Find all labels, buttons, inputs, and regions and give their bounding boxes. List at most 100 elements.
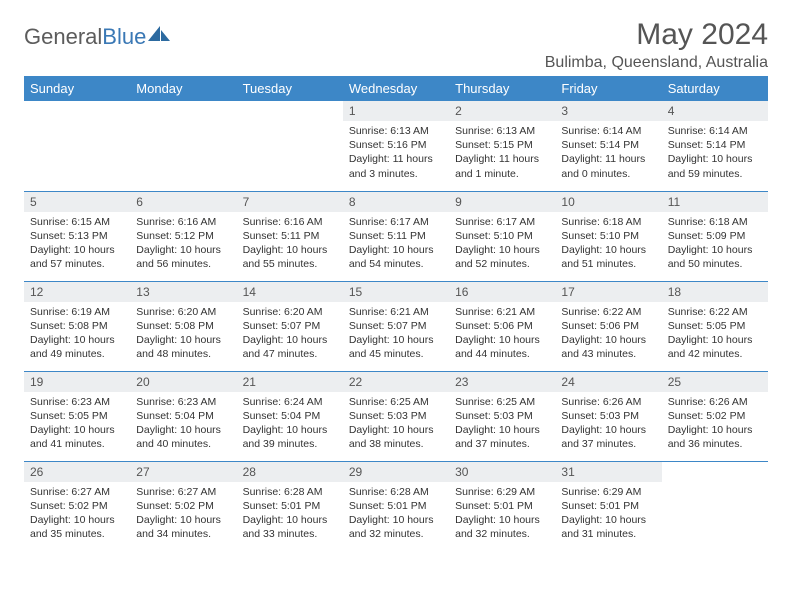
daylight-line: Daylight: 10 hours and 52 minutes. — [455, 243, 549, 271]
sunrise-line: Sunrise: 6:25 AM — [349, 395, 443, 409]
sunrise-line: Sunrise: 6:14 AM — [561, 124, 655, 138]
daylight-line: Daylight: 10 hours and 47 minutes. — [243, 333, 337, 361]
sunset-line: Sunset: 5:06 PM — [455, 319, 549, 333]
daylight-line: Daylight: 10 hours and 40 minutes. — [136, 423, 230, 451]
day-number: 6 — [130, 192, 236, 212]
day-details: Sunrise: 6:20 AMSunset: 5:07 PMDaylight:… — [237, 302, 343, 365]
sunrise-line: Sunrise: 6:29 AM — [561, 485, 655, 499]
calendar-cell: 9Sunrise: 6:17 AMSunset: 5:10 PMDaylight… — [449, 191, 555, 281]
sunset-line: Sunset: 5:12 PM — [136, 229, 230, 243]
sunrise-line: Sunrise: 6:28 AM — [349, 485, 443, 499]
sunset-line: Sunset: 5:06 PM — [561, 319, 655, 333]
day-number: 10 — [555, 192, 661, 212]
daylight-line: Daylight: 10 hours and 55 minutes. — [243, 243, 337, 271]
sunrise-line: Sunrise: 6:16 AM — [243, 215, 337, 229]
calendar-cell: 13Sunrise: 6:20 AMSunset: 5:08 PMDayligh… — [130, 281, 236, 371]
day-details: Sunrise: 6:23 AMSunset: 5:04 PMDaylight:… — [130, 392, 236, 455]
sunset-line: Sunset: 5:01 PM — [243, 499, 337, 513]
day-header: Sunday — [24, 76, 130, 101]
daylight-line: Daylight: 10 hours and 43 minutes. — [561, 333, 655, 361]
calendar-cell: 24Sunrise: 6:26 AMSunset: 5:03 PMDayligh… — [555, 371, 661, 461]
day-details: Sunrise: 6:17 AMSunset: 5:11 PMDaylight:… — [343, 212, 449, 275]
calendar-cell — [130, 101, 236, 191]
sunset-line: Sunset: 5:04 PM — [136, 409, 230, 423]
sunrise-line: Sunrise: 6:19 AM — [30, 305, 124, 319]
day-details: Sunrise: 6:13 AMSunset: 5:15 PMDaylight:… — [449, 121, 555, 184]
calendar-week-row: 12Sunrise: 6:19 AMSunset: 5:08 PMDayligh… — [24, 281, 768, 371]
daylight-line: Daylight: 11 hours and 1 minute. — [455, 152, 549, 180]
sunset-line: Sunset: 5:08 PM — [136, 319, 230, 333]
calendar-cell: 17Sunrise: 6:22 AMSunset: 5:06 PMDayligh… — [555, 281, 661, 371]
sunrise-line: Sunrise: 6:18 AM — [561, 215, 655, 229]
daylight-line: Daylight: 10 hours and 31 minutes. — [561, 513, 655, 541]
title-block: May 2024 Bulimba, Queensland, Australia — [545, 18, 768, 72]
daylight-line: Daylight: 10 hours and 45 minutes. — [349, 333, 443, 361]
calendar-cell: 16Sunrise: 6:21 AMSunset: 5:06 PMDayligh… — [449, 281, 555, 371]
day-number: 28 — [237, 462, 343, 482]
sunset-line: Sunset: 5:01 PM — [455, 499, 549, 513]
day-details: Sunrise: 6:14 AMSunset: 5:14 PMDaylight:… — [662, 121, 768, 184]
sunset-line: Sunset: 5:10 PM — [561, 229, 655, 243]
sunrise-line: Sunrise: 6:27 AM — [30, 485, 124, 499]
sunset-line: Sunset: 5:01 PM — [561, 499, 655, 513]
calendar-cell: 14Sunrise: 6:20 AMSunset: 5:07 PMDayligh… — [237, 281, 343, 371]
day-details: Sunrise: 6:20 AMSunset: 5:08 PMDaylight:… — [130, 302, 236, 365]
sunrise-line: Sunrise: 6:13 AM — [349, 124, 443, 138]
day-header: Thursday — [449, 76, 555, 101]
calendar-cell: 2Sunrise: 6:13 AMSunset: 5:15 PMDaylight… — [449, 101, 555, 191]
calendar-cell: 1Sunrise: 6:13 AMSunset: 5:16 PMDaylight… — [343, 101, 449, 191]
day-number: 20 — [130, 372, 236, 392]
day-details: Sunrise: 6:25 AMSunset: 5:03 PMDaylight:… — [343, 392, 449, 455]
sunrise-line: Sunrise: 6:20 AM — [136, 305, 230, 319]
day-number: 5 — [24, 192, 130, 212]
sunset-line: Sunset: 5:07 PM — [349, 319, 443, 333]
sunset-line: Sunset: 5:05 PM — [668, 319, 762, 333]
day-number: 8 — [343, 192, 449, 212]
calendar-table: SundayMondayTuesdayWednesdayThursdayFrid… — [24, 76, 768, 551]
sunset-line: Sunset: 5:10 PM — [455, 229, 549, 243]
day-details: Sunrise: 6:19 AMSunset: 5:08 PMDaylight:… — [24, 302, 130, 365]
calendar-header-row: SundayMondayTuesdayWednesdayThursdayFrid… — [24, 76, 768, 101]
day-number: 26 — [24, 462, 130, 482]
day-number: 9 — [449, 192, 555, 212]
day-details: Sunrise: 6:21 AMSunset: 5:06 PMDaylight:… — [449, 302, 555, 365]
day-number: 7 — [237, 192, 343, 212]
sunrise-line: Sunrise: 6:25 AM — [455, 395, 549, 409]
calendar-cell: 28Sunrise: 6:28 AMSunset: 5:01 PMDayligh… — [237, 461, 343, 551]
day-header: Wednesday — [343, 76, 449, 101]
sunset-line: Sunset: 5:03 PM — [349, 409, 443, 423]
day-number: 13 — [130, 282, 236, 302]
daylight-line: Daylight: 10 hours and 42 minutes. — [668, 333, 762, 361]
day-number: 14 — [237, 282, 343, 302]
calendar-cell: 27Sunrise: 6:27 AMSunset: 5:02 PMDayligh… — [130, 461, 236, 551]
day-number: 11 — [662, 192, 768, 212]
day-details: Sunrise: 6:17 AMSunset: 5:10 PMDaylight:… — [449, 212, 555, 275]
calendar-cell: 5Sunrise: 6:15 AMSunset: 5:13 PMDaylight… — [24, 191, 130, 281]
day-details: Sunrise: 6:16 AMSunset: 5:11 PMDaylight:… — [237, 212, 343, 275]
sunrise-line: Sunrise: 6:28 AM — [243, 485, 337, 499]
logo-text-general: General — [24, 24, 102, 50]
sunset-line: Sunset: 5:04 PM — [243, 409, 337, 423]
daylight-line: Daylight: 10 hours and 48 minutes. — [136, 333, 230, 361]
calendar-cell: 26Sunrise: 6:27 AMSunset: 5:02 PMDayligh… — [24, 461, 130, 551]
daylight-line: Daylight: 10 hours and 44 minutes. — [455, 333, 549, 361]
calendar-week-row: 1Sunrise: 6:13 AMSunset: 5:16 PMDaylight… — [24, 101, 768, 191]
calendar-cell: 20Sunrise: 6:23 AMSunset: 5:04 PMDayligh… — [130, 371, 236, 461]
daylight-line: Daylight: 11 hours and 0 minutes. — [561, 152, 655, 180]
day-header: Saturday — [662, 76, 768, 101]
sunset-line: Sunset: 5:03 PM — [561, 409, 655, 423]
day-details: Sunrise: 6:16 AMSunset: 5:12 PMDaylight:… — [130, 212, 236, 275]
calendar-cell: 15Sunrise: 6:21 AMSunset: 5:07 PMDayligh… — [343, 281, 449, 371]
sunset-line: Sunset: 5:13 PM — [30, 229, 124, 243]
sunrise-line: Sunrise: 6:24 AM — [243, 395, 337, 409]
calendar-week-row: 26Sunrise: 6:27 AMSunset: 5:02 PMDayligh… — [24, 461, 768, 551]
sunset-line: Sunset: 5:07 PM — [243, 319, 337, 333]
calendar-cell: 22Sunrise: 6:25 AMSunset: 5:03 PMDayligh… — [343, 371, 449, 461]
calendar-cell: 11Sunrise: 6:18 AMSunset: 5:09 PMDayligh… — [662, 191, 768, 281]
sunrise-line: Sunrise: 6:22 AM — [561, 305, 655, 319]
calendar-cell: 12Sunrise: 6:19 AMSunset: 5:08 PMDayligh… — [24, 281, 130, 371]
header: GeneralBlue May 2024 Bulimba, Queensland… — [24, 18, 768, 72]
logo-text-blue: Blue — [102, 24, 146, 50]
day-details: Sunrise: 6:13 AMSunset: 5:16 PMDaylight:… — [343, 121, 449, 184]
daylight-line: Daylight: 11 hours and 3 minutes. — [349, 152, 443, 180]
